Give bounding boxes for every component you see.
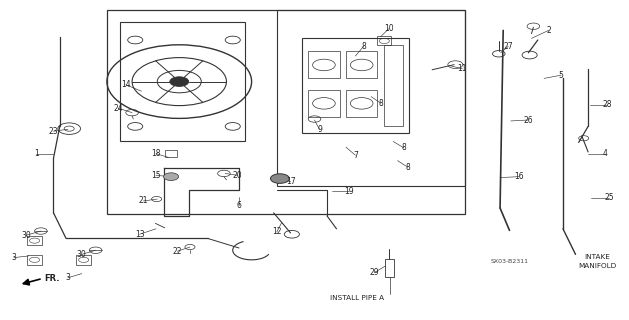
Bar (346, 90, 377, 117)
Bar (76, 255, 91, 265)
Text: 8: 8 (378, 99, 383, 108)
Text: 6: 6 (237, 201, 242, 210)
Text: 16: 16 (514, 172, 524, 181)
Text: 24: 24 (113, 104, 123, 113)
Text: 14: 14 (121, 80, 131, 89)
Text: 8: 8 (401, 143, 406, 152)
Bar (120, 22, 245, 141)
Bar (385, 259, 394, 277)
Circle shape (164, 173, 179, 180)
Text: 22: 22 (172, 247, 182, 256)
Bar (27, 236, 42, 245)
Text: 1: 1 (34, 149, 39, 158)
Text: 4: 4 (603, 149, 608, 158)
Text: 12: 12 (272, 228, 282, 236)
Text: 8: 8 (405, 163, 410, 172)
Circle shape (270, 174, 289, 183)
Text: 7: 7 (353, 151, 358, 160)
Text: 27: 27 (503, 42, 513, 51)
Text: 2: 2 (546, 26, 551, 35)
Text: 20: 20 (233, 171, 243, 180)
Circle shape (170, 77, 189, 86)
Text: 26: 26 (523, 116, 533, 124)
Text: 3: 3 (65, 273, 70, 282)
Bar (107, 10, 465, 214)
Text: 10: 10 (384, 24, 394, 33)
Text: 29: 29 (369, 268, 379, 277)
Bar (346, 51, 377, 78)
Text: FR.: FR. (44, 274, 60, 283)
Text: 9: 9 (317, 125, 322, 134)
Text: 11: 11 (457, 64, 467, 73)
Text: 30: 30 (77, 250, 87, 259)
Text: 18: 18 (151, 149, 161, 158)
Bar (308, 51, 340, 78)
Text: 5: 5 (559, 71, 564, 80)
Text: 23: 23 (48, 127, 58, 136)
Text: 17: 17 (286, 177, 296, 186)
Text: 19: 19 (344, 187, 354, 196)
Text: MANIFOLD: MANIFOLD (579, 263, 616, 269)
Text: 3: 3 (11, 253, 16, 262)
Text: 30: 30 (21, 231, 31, 240)
Text: 28: 28 (602, 100, 612, 109)
Bar (165, 150, 177, 157)
Bar (27, 255, 42, 265)
Text: 25: 25 (604, 193, 614, 202)
Bar (277, 10, 465, 186)
Text: 13: 13 (135, 230, 145, 239)
Bar (384, 45, 403, 126)
Text: 21: 21 (138, 196, 148, 205)
Bar (302, 38, 409, 133)
Text: SX03-B2311: SX03-B2311 (491, 259, 528, 264)
Bar (308, 90, 340, 117)
Bar (377, 36, 391, 45)
Text: 8: 8 (361, 42, 366, 51)
Text: INTAKE: INTAKE (584, 254, 611, 260)
Text: INSTALL PIPE A: INSTALL PIPE A (330, 295, 384, 301)
Text: 15: 15 (151, 171, 161, 180)
